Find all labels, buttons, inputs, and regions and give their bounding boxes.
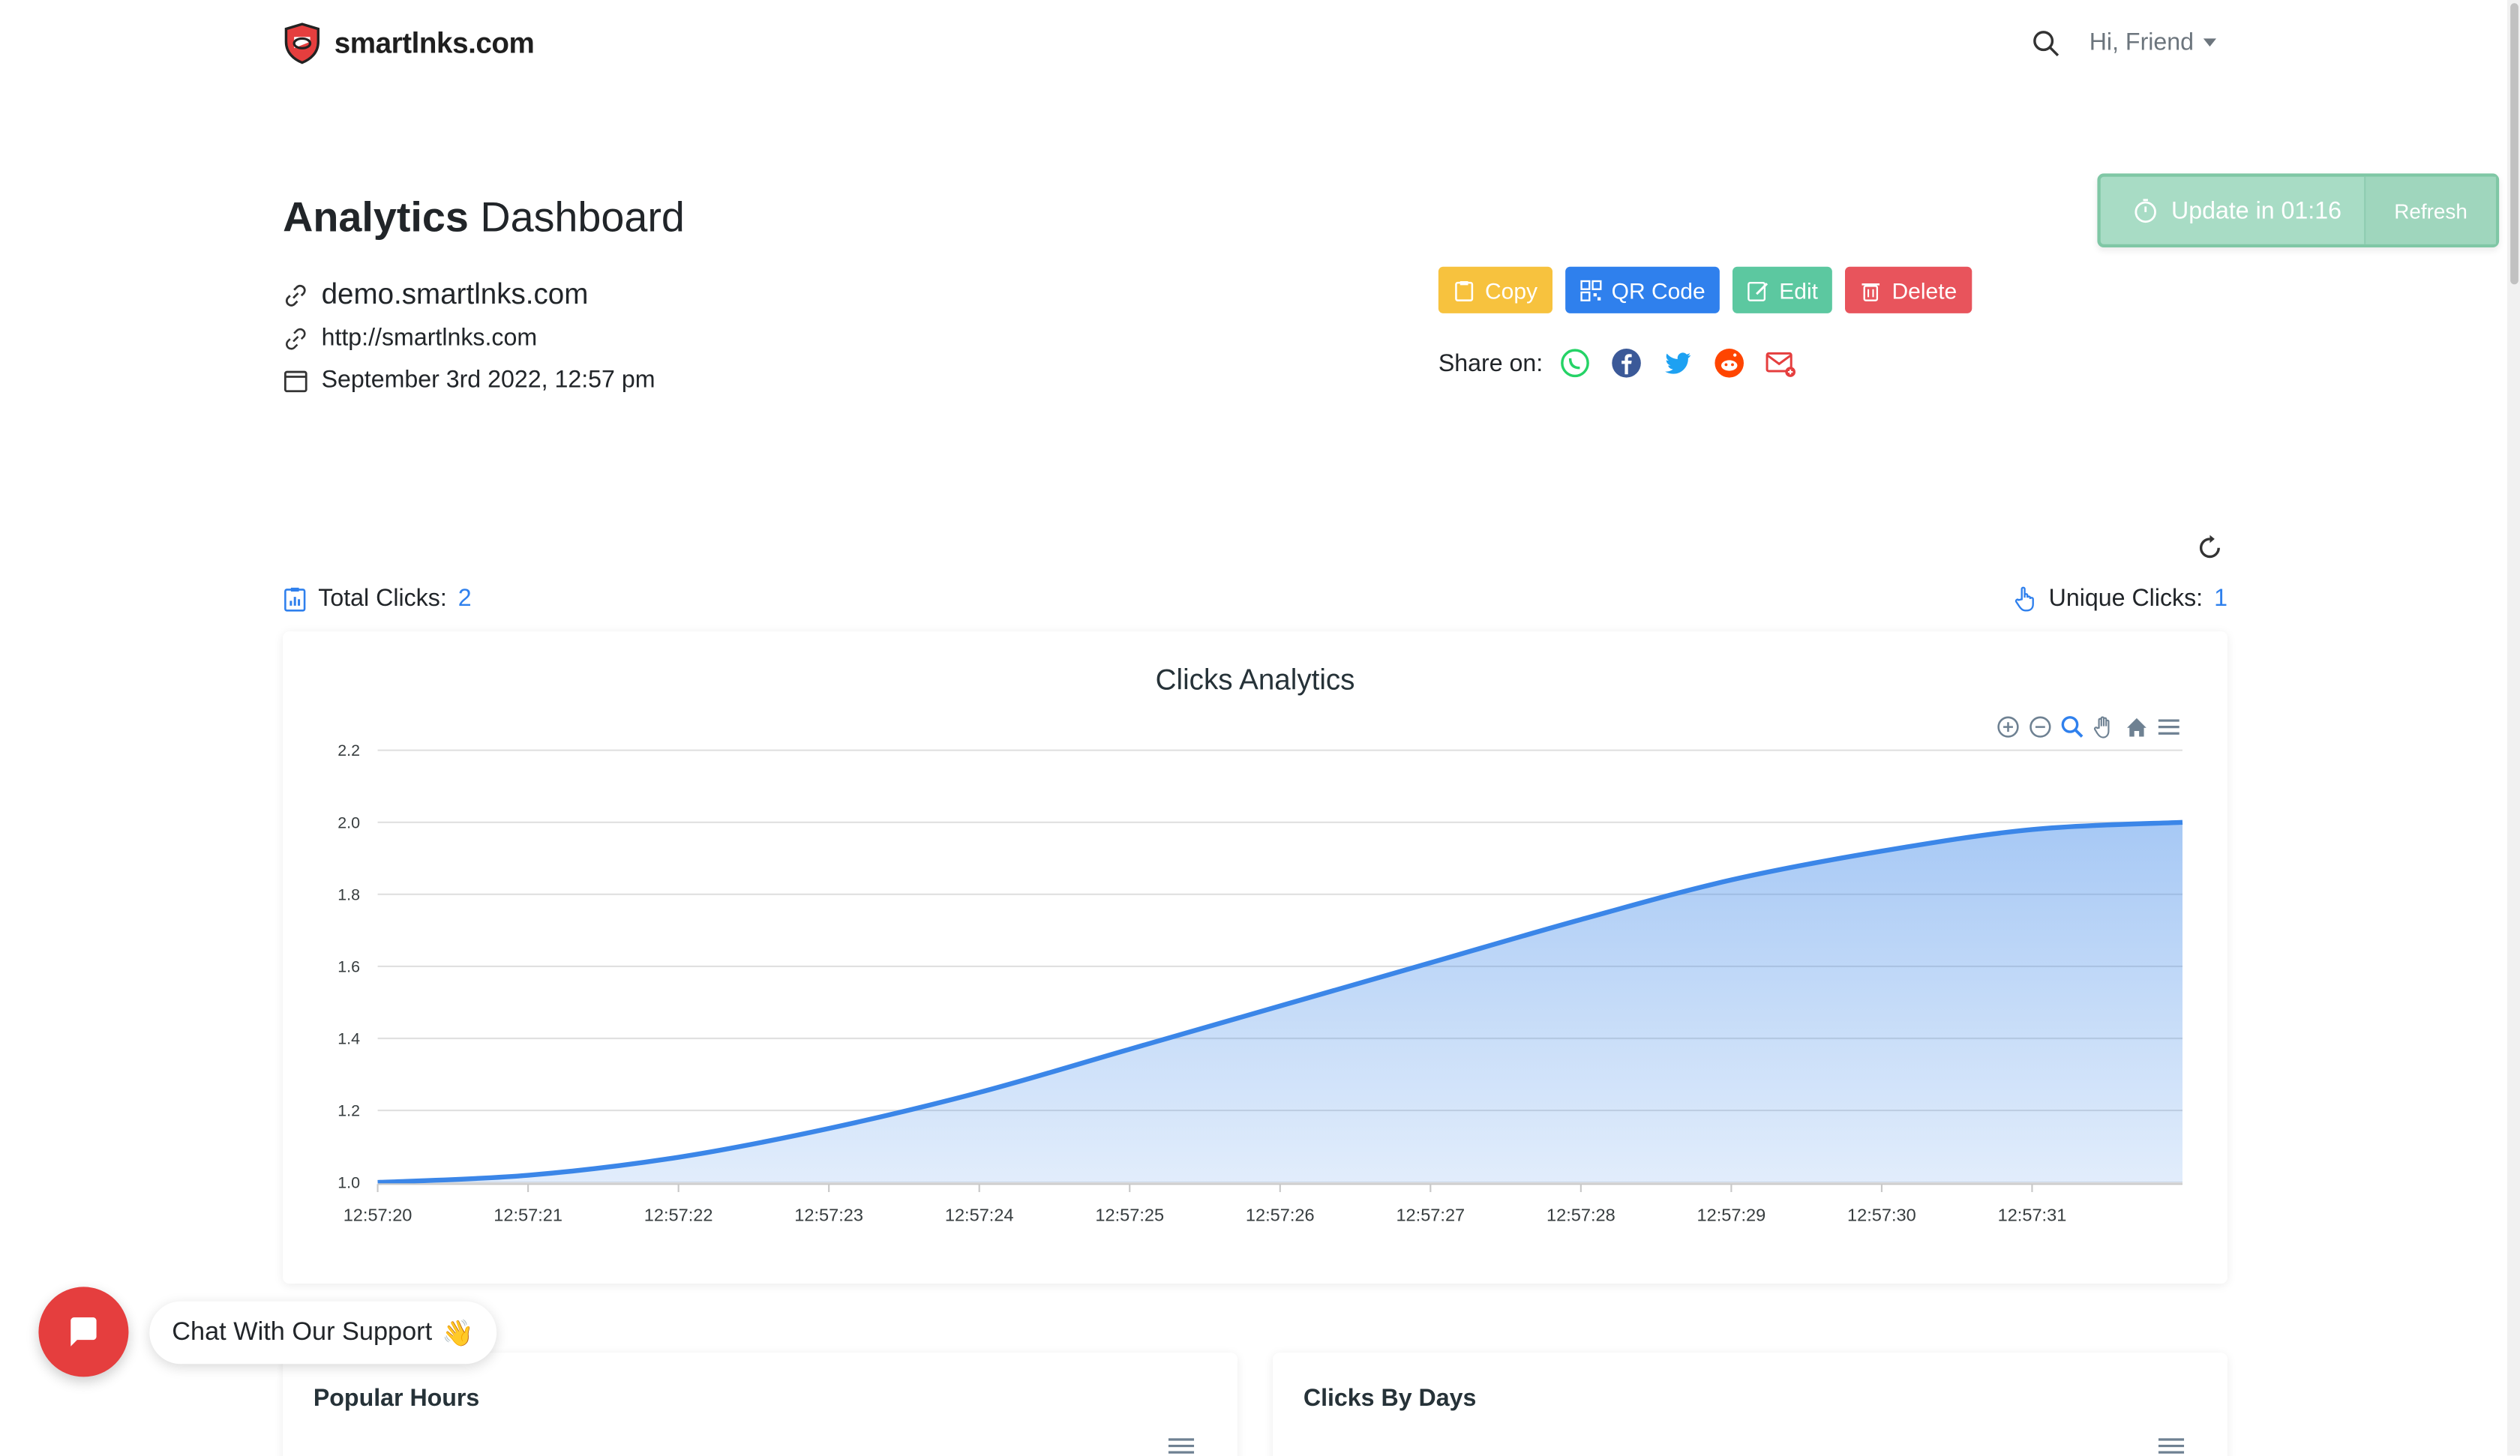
x-tick-label: 12:57:30 <box>1847 1206 1916 1225</box>
update-timer: Update in 01:16 Refresh <box>2097 173 2500 247</box>
user-menu[interactable]: Hi, Friend <box>2089 28 2217 56</box>
delete-label: Delete <box>1892 277 1958 303</box>
clicks-analytics-chart: 1.0 1.2 1.4 1.6 1.8 2.0 2.2 12:57:20 12:57:21 12:… <box>338 741 2183 1225</box>
copy-button[interactable]: Copy <box>1438 266 1552 313</box>
x-tick-label: 12:57:26 <box>1246 1206 1315 1225</box>
pan-hand-icon[interactable] <box>2092 715 2116 739</box>
clicks-by-days-card: Clicks By Days <box>1273 1353 2228 1456</box>
refresh-button[interactable]: Refresh <box>2364 176 2496 244</box>
clipboard-icon <box>1455 280 1474 301</box>
menu-icon[interactable] <box>1168 1437 1195 1456</box>
chat-support-label[interactable]: Chat With Our Support 👋 <box>149 1301 496 1365</box>
edit-button[interactable]: Edit <box>1732 266 1833 313</box>
reload-icon[interactable] <box>2195 533 2224 562</box>
chat-button[interactable] <box>38 1287 129 1377</box>
page-title: Analytics Dashboard <box>283 193 685 242</box>
chart-title: Clicks Analytics <box>1155 664 1355 696</box>
series-line <box>377 819 2183 1185</box>
facebook-icon[interactable] <box>1610 347 1642 379</box>
share-label: Share on: <box>1438 349 1544 377</box>
update-countdown: Update in 01:16 <box>2101 177 2364 244</box>
edit-label: Edit <box>1779 277 1818 303</box>
chart-toolbar <box>1996 715 2180 739</box>
y-tick-label: 1.4 <box>338 1030 360 1048</box>
short-link-row: demo.smartlnks.com <box>283 278 588 312</box>
x-tick-label: 12:57:22 <box>644 1206 713 1225</box>
clipboard-chart-icon <box>284 586 306 611</box>
x-tick-label: 12:57:21 <box>494 1206 562 1225</box>
target-url[interactable]: http://smartlnks.com <box>321 324 538 352</box>
x-tick-label: 12:57:23 <box>794 1206 863 1225</box>
reddit-icon[interactable] <box>1713 347 1745 379</box>
user-greeting: Hi, Friend <box>2089 28 2194 56</box>
delete-button[interactable]: Delete <box>1845 266 1972 313</box>
unique-clicks-value: 1 <box>2214 585 2228 613</box>
popular-hours-title: Popular Hours <box>313 1385 480 1413</box>
edit-icon <box>1748 280 1768 301</box>
calendar-icon <box>284 370 308 392</box>
link-icon <box>286 327 306 349</box>
y-tick-label: 2.2 <box>338 741 360 759</box>
x-tick-label: 12:57:27 <box>1396 1206 1465 1225</box>
qr-code-icon <box>1580 279 1601 301</box>
total-clicks-value: 2 <box>458 585 472 613</box>
y-tick-label: 2.0 <box>338 813 360 831</box>
waving-hand-icon: 👋 <box>441 1320 474 1347</box>
created-date-row: September 3rd 2022, 12:57 pm <box>283 366 656 394</box>
x-tick-label: 12:57:29 <box>1697 1206 1766 1225</box>
page-title-rest: Dashboard <box>468 193 685 241</box>
update-text: Update in 01:16 <box>2171 196 2342 224</box>
x-tick-label: 12:57:31 <box>1998 1206 2067 1225</box>
pointer-hand-icon <box>2014 586 2034 612</box>
chat-bubble-icon <box>70 1317 97 1347</box>
brand[interactable]: smartlnks.com <box>283 22 535 64</box>
link-icon <box>285 283 306 306</box>
page-title-bold: Analytics <box>283 193 469 241</box>
x-tick-label: 12:57:20 <box>344 1206 412 1225</box>
series-area <box>377 822 2183 1183</box>
twitter-icon[interactable] <box>1662 347 1694 379</box>
stopwatch-icon <box>2134 199 2156 223</box>
link-actions: Copy QR Code Edit Delete <box>1438 266 1972 313</box>
unique-clicks: Unique Clicks: 1 <box>2014 585 2228 612</box>
trash-icon <box>1862 282 1880 301</box>
clicks-analytics-card: 1.0 1.2 1.4 1.6 1.8 2.0 2.2 12:57:20 12:57:21 12:… <box>283 631 2228 1284</box>
qr-code-button[interactable]: QR Code <box>1564 266 1720 313</box>
home-reset-icon[interactable] <box>2125 715 2149 739</box>
qr-code-label: QR Code <box>1611 277 1706 303</box>
search-icon[interactable] <box>2032 29 2061 58</box>
chat-support-text: Chat With Our Support <box>172 1318 433 1346</box>
unique-clicks-label: Unique Clicks: <box>2048 585 2204 613</box>
zoom-in-icon[interactable] <box>1996 715 2020 739</box>
target-url-row: http://smartlnks.com <box>283 325 537 352</box>
y-tick-label: 1.2 <box>338 1102 360 1120</box>
brand-name: smartlnks.com <box>334 26 535 59</box>
total-clicks-label: Total Clicks: <box>318 585 447 613</box>
x-tick-label: 12:57:28 <box>1546 1206 1616 1225</box>
y-tick-label: 1.0 <box>338 1174 360 1192</box>
short-link[interactable]: demo.smartlnks.com <box>321 277 589 310</box>
navbar: smartlnks.com Hi, Friend <box>0 0 2520 90</box>
scrollbar[interactable] <box>2506 0 2520 1456</box>
zoom-out-icon[interactable] <box>2028 715 2052 739</box>
shield-logo-icon <box>284 22 320 64</box>
share-row: Share on: <box>1438 347 1797 379</box>
copy-label: Copy <box>1484 277 1538 303</box>
clicks-by-days-title: Clicks By Days <box>1303 1385 1477 1413</box>
y-tick-label: 1.8 <box>338 885 360 903</box>
created-date: September 3rd 2022, 12:57 pm <box>321 366 656 394</box>
x-tick-label: 12:57:25 <box>1095 1206 1164 1225</box>
caret-down-icon <box>2203 38 2217 47</box>
x-tick-label: 12:57:24 <box>945 1206 1014 1225</box>
popular-hours-card: Popular Hours <box>283 1353 1238 1456</box>
menu-icon[interactable] <box>2158 1437 2185 1456</box>
y-tick-label: 1.6 <box>338 957 360 975</box>
whatsapp-icon[interactable] <box>1559 347 1592 379</box>
scrollbar-thumb[interactable] <box>2510 3 2518 285</box>
total-clicks: Total Clicks: 2 <box>283 585 472 612</box>
menu-icon[interactable] <box>2157 715 2181 739</box>
selection-zoom-icon[interactable] <box>2060 715 2084 739</box>
email-icon[interactable] <box>1765 347 1797 379</box>
